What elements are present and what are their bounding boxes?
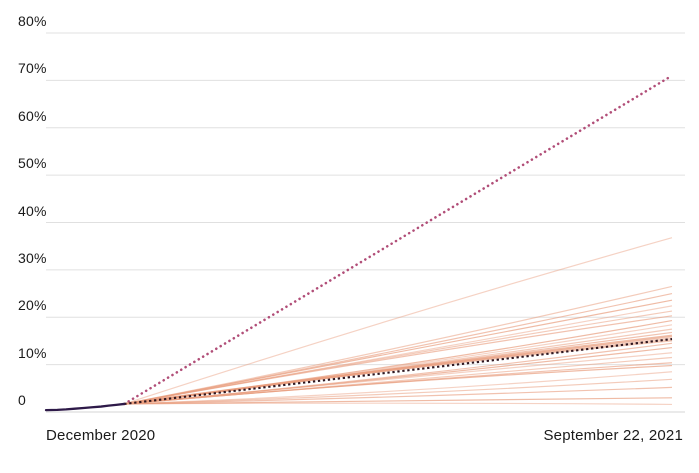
simulation-line bbox=[124, 299, 673, 405]
y-tick-label-80: 80% bbox=[18, 13, 47, 29]
y-tick-label-40: 40% bbox=[18, 202, 47, 219]
simulation-line bbox=[124, 397, 673, 405]
y-tick-label-60: 60% bbox=[18, 107, 47, 124]
simulation-line bbox=[124, 364, 673, 405]
y-tick-label-30: 30% bbox=[18, 249, 47, 266]
simulation-line bbox=[124, 237, 673, 405]
y-tick-label-70: 70% bbox=[18, 60, 47, 77]
simulation-line bbox=[124, 386, 673, 405]
y-tick-label-50: 50% bbox=[18, 155, 47, 172]
y-tick-label-10: 10% bbox=[18, 344, 47, 361]
y-tick-label-20: 20% bbox=[18, 297, 47, 314]
simulation-line bbox=[124, 378, 673, 405]
pace-needed-dotted-line bbox=[122, 74, 674, 406]
vaccinations-to-date-line bbox=[44, 402, 126, 412]
simulation-line bbox=[124, 402, 673, 406]
median-projection-dotted-line bbox=[124, 338, 673, 405]
y-tick-label-0: 0 bbox=[18, 392, 26, 408]
simulation-line bbox=[124, 339, 673, 406]
simulation-line bbox=[124, 315, 673, 405]
x-axis-label-end: September 22, 2021 bbox=[543, 427, 683, 444]
x-axis-label-start: December 2020 bbox=[46, 427, 156, 444]
